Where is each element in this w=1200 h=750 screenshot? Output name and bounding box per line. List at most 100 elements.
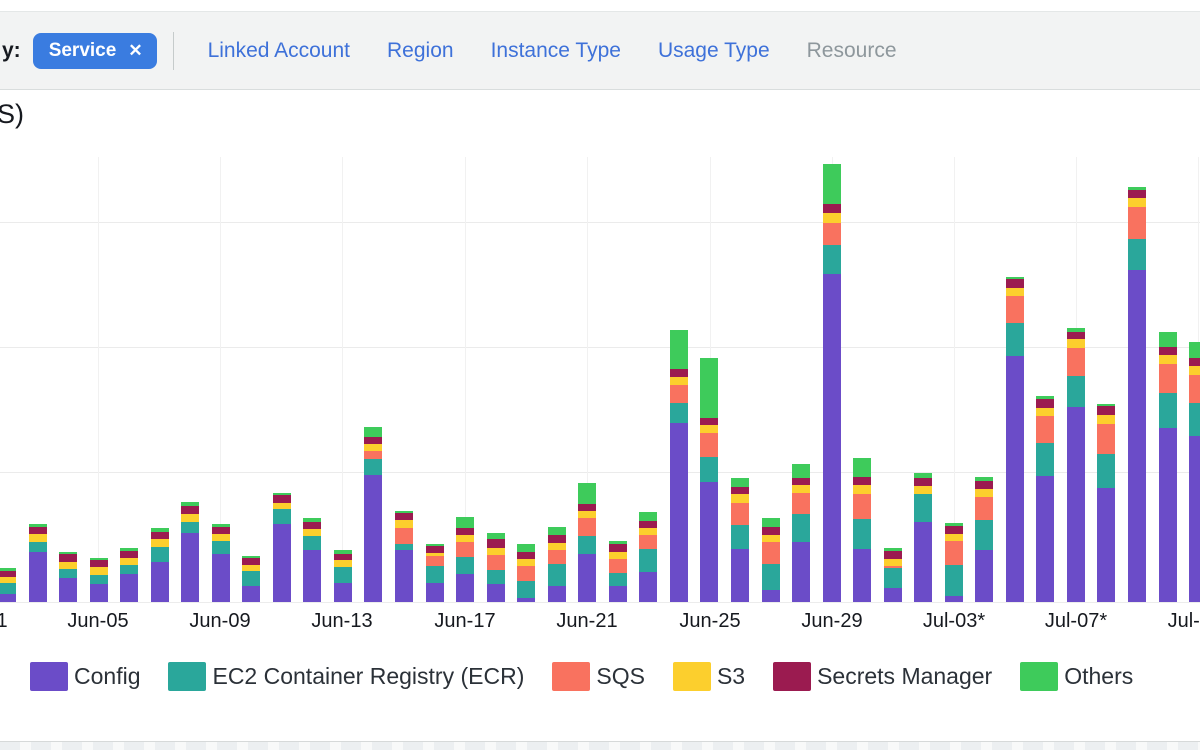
bar-segment-Config — [761, 590, 780, 602]
bar-Jun-10[interactable] — [242, 556, 261, 602]
bar-segment-Secrets Manager — [89, 560, 108, 567]
bar-segment-S3 — [547, 543, 566, 550]
bar-Jun-04[interactable] — [59, 552, 78, 602]
bar-Jun-11[interactable] — [272, 493, 291, 602]
bar-Jun-19[interactable] — [517, 544, 536, 602]
bar-segment-Secrets Manager — [425, 546, 444, 553]
bar-segment-Others — [28, 524, 47, 527]
bar-Jun-06[interactable] — [120, 548, 139, 602]
bar-segment-Config — [1005, 356, 1024, 602]
legend-label: SQS — [596, 663, 645, 689]
bar-segment-EC2 Container Registry (ECR) — [578, 536, 597, 554]
bar-segment-SQS — [578, 518, 597, 536]
bar-segment-S3 — [456, 535, 475, 542]
filter-bar: y: Service ✕ Linked Account Region Insta… — [0, 11, 1200, 90]
bar-Jun-18[interactable] — [486, 533, 505, 602]
bar-Jun-23[interactable] — [639, 512, 658, 602]
bar-segment-S3 — [59, 562, 78, 569]
bar-Jun-14[interactable] — [364, 427, 383, 602]
bar-Jun-20[interactable] — [547, 527, 566, 602]
bar-segment-Others — [547, 527, 566, 535]
bar-Jun-29[interactable] — [822, 164, 841, 602]
bar-segment-Config — [0, 594, 16, 602]
bar-segment-Config — [211, 554, 230, 602]
bar-Jul-02[interactable] — [914, 473, 933, 602]
bar-Jun-05[interactable] — [89, 558, 108, 602]
bar-segment-S3 — [120, 558, 139, 565]
legend-item-config[interactable]: Config — [30, 662, 140, 691]
bar-segment-Config — [425, 583, 444, 602]
horizontal-gridline — [0, 472, 1200, 473]
x-axis-label: Jul-07* — [1044, 610, 1108, 632]
bar-segment-Others — [883, 548, 902, 551]
bar-Jun-08[interactable] — [181, 502, 200, 602]
legend-item-s3[interactable]: S3 — [672, 662, 745, 691]
bar-segment-SQS — [425, 556, 444, 566]
close-icon[interactable]: ✕ — [128, 40, 143, 60]
legend-item-sqs[interactable]: SQS — [552, 662, 645, 691]
tab-linked-account[interactable]: Linked Account — [207, 38, 350, 62]
bar-segment-S3 — [1127, 198, 1146, 207]
bar-Jul-05[interactable] — [1005, 277, 1024, 602]
bar-Jun-21[interactable] — [578, 483, 597, 602]
bar-Jun-25[interactable] — [700, 358, 719, 602]
bar-segment-Others — [486, 533, 505, 539]
tab-region[interactable]: Region — [387, 38, 454, 62]
bar-Jul-01[interactable] — [883, 548, 902, 602]
bar-Jul-03[interactable] — [944, 523, 963, 602]
bar-segment-Config — [486, 584, 505, 602]
bar-Jun-22[interactable] — [608, 541, 627, 602]
legend-item-ec2-container-registry-ecr[interactable]: EC2 Container Registry (ECR) — [168, 662, 524, 691]
tab-resource: Resource — [806, 38, 897, 62]
bar-Jun-17[interactable] — [456, 517, 475, 602]
bar-segment-SQS — [1127, 207, 1146, 239]
service-filter-pill[interactable]: Service ✕ — [32, 32, 157, 69]
bar-Jun-27[interactable] — [761, 518, 780, 602]
bar-Jul-10[interactable] — [1158, 332, 1177, 602]
bar-Jun-13[interactable] — [333, 550, 352, 602]
vertical-gridline — [342, 157, 343, 603]
tab-usage-type[interactable]: Usage Type — [657, 38, 770, 62]
bar-segment-SQS — [975, 497, 994, 520]
bar-segment-Secrets Manager — [853, 477, 872, 485]
bar-segment-S3 — [1005, 288, 1024, 296]
legend-item-others[interactable]: Others — [1020, 662, 1133, 691]
bar-segment-Secrets Manager — [669, 369, 688, 377]
legend-item-secrets-manager[interactable]: Secrets Manager — [773, 662, 992, 691]
bar-Jul-06[interactable] — [1036, 396, 1055, 602]
group-by-label: y: — [2, 38, 21, 62]
bar-Jun-09[interactable] — [211, 524, 230, 602]
bar-segment-Config — [303, 550, 322, 602]
bar-Jun-12[interactable] — [303, 518, 322, 602]
bar-segment-S3 — [883, 559, 902, 566]
bar-segment-S3 — [669, 377, 688, 385]
x-axis-label: Jun-25 — [679, 610, 741, 632]
bar-segment-EC2 Container Registry (ECR) — [456, 557, 475, 574]
bar-Jun-16[interactable] — [425, 544, 444, 602]
bar-Jun-07[interactable] — [150, 528, 169, 602]
bar-Jun-24[interactable] — [669, 330, 688, 602]
bar-segment-SQS — [883, 566, 902, 568]
bar-Jun-26[interactable] — [730, 478, 749, 602]
bar-segment-Others — [272, 493, 291, 495]
bar-segment-EC2 Container Registry (ECR) — [333, 567, 352, 583]
bar-Jul-04[interactable] — [975, 477, 994, 602]
bar-segment-Config — [700, 482, 719, 602]
legend-label: EC2 Container Registry (ECR) — [212, 663, 525, 689]
bar-Jun-28[interactable] — [792, 464, 811, 602]
bar-Jun-30[interactable] — [853, 458, 872, 602]
bar-segment-EC2 Container Registry (ECR) — [303, 536, 322, 550]
bar-Jun-03[interactable] — [28, 524, 47, 602]
bar-Jun-02[interactable] — [0, 568, 16, 602]
bar-Jul-07[interactable] — [1066, 328, 1085, 602]
bar-segment-EC2 Container Registry (ECR) — [669, 403, 688, 423]
bar-Jul-08[interactable] — [1097, 404, 1116, 602]
bar-Jun-15[interactable] — [395, 511, 414, 602]
bar-Jul-09[interactable] — [1127, 187, 1146, 602]
bar-segment-S3 — [181, 514, 200, 522]
bar-Jul-11[interactable] — [1189, 342, 1200, 602]
bar-segment-Others — [730, 478, 749, 487]
bar-segment-Others — [853, 458, 872, 477]
tab-instance-type[interactable]: Instance Type — [490, 38, 621, 62]
bar-segment-Config — [120, 574, 139, 602]
